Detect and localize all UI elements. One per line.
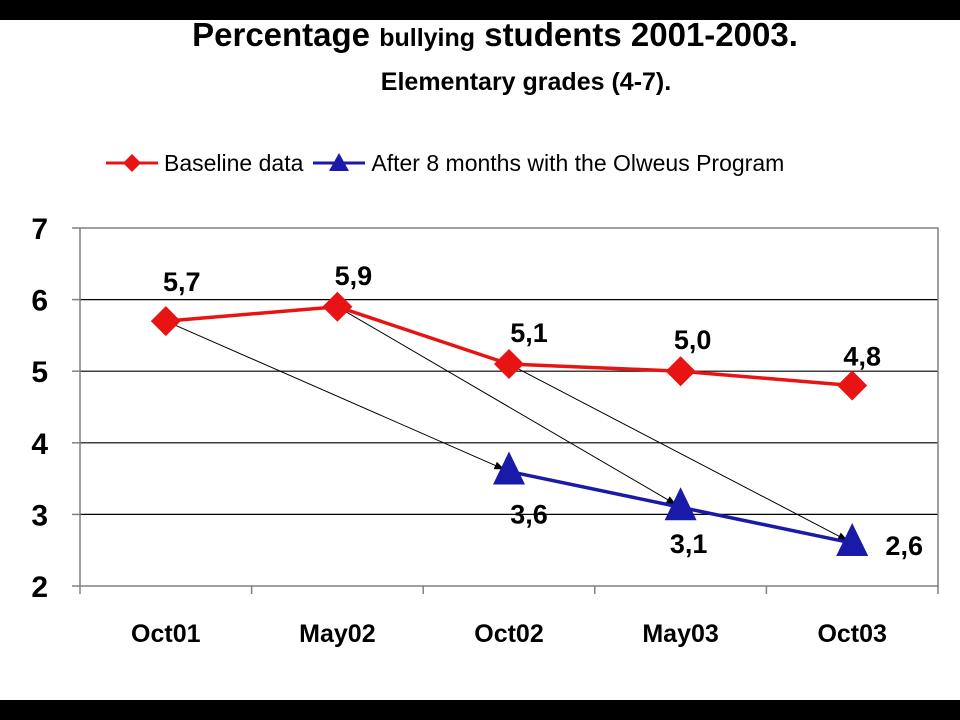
data-label: 5,9: [335, 261, 373, 291]
data-point-after: [836, 523, 869, 557]
data-label: 2,6: [885, 531, 923, 561]
data-point-after: [664, 487, 697, 521]
data-point-baseline: [665, 356, 696, 387]
data-label: 5,0: [674, 325, 712, 355]
series: [150, 291, 869, 557]
data-label: 3,1: [670, 529, 708, 559]
chart-subtitle: Elementary grades (4-7).: [380, 68, 672, 96]
chart-title: Percentage bullying students 2001-2003.: [0, 16, 960, 54]
data-label: 4,8: [843, 342, 881, 372]
data-point-baseline: [150, 306, 181, 337]
title-part-3: students 2001-2003.: [484, 16, 798, 53]
legend-label-after: After 8 months with the Olweus Program: [371, 149, 785, 176]
legend-baseline-marker-icon: [106, 154, 158, 172]
plot-area-border: [79, 227, 939, 587]
title-part-2: bullying: [379, 24, 476, 52]
x-tick-label: Oct01: [131, 620, 201, 648]
data-label: 3,6: [510, 499, 548, 529]
y-tick-label: 3: [31, 499, 48, 532]
x-tick-label: May03: [642, 620, 718, 648]
title-part-1: Percentage: [192, 16, 371, 53]
x-tick-label: Oct02: [474, 620, 543, 648]
data-point-baseline: [494, 349, 524, 380]
x-tick-label: Oct03: [817, 620, 886, 648]
data-point-baseline: [837, 370, 868, 401]
data-label: 5,7: [163, 267, 201, 297]
y-tick-label: 7: [31, 213, 48, 246]
data-labels: 5,7 5,9 5,1 5,0 4,8 3,6 3,1 2,6: [163, 261, 923, 561]
y-tick-label: 6: [31, 285, 48, 318]
legend-item-baseline: Baseline data: [104, 150, 303, 177]
legend-label-baseline: Baseline data: [164, 149, 304, 176]
data-label: 5,1: [510, 318, 548, 348]
top-black-bar: [0, 0, 960, 20]
y-tick-label: 2: [31, 571, 48, 604]
legend-item-after: After 8 months with the Olweus Program: [311, 150, 784, 177]
trend-arrow: [337, 306, 677, 505]
axes: 2 3 4 5 6 7 Oct01 May02 Oct02 May03 Oct03: [31, 213, 939, 648]
trend-arrow: [508, 363, 848, 541]
arrows: [165, 306, 848, 541]
trend-arrow: [165, 320, 505, 470]
legend-after-marker-icon: [313, 153, 366, 171]
y-tick-label: 5: [31, 356, 48, 389]
chart-legend: Baseline data After 8 months with the Ol…: [104, 148, 792, 178]
data-point-after: [493, 451, 525, 485]
y-tick-label: 4: [31, 428, 48, 461]
x-tick-label: May02: [299, 620, 375, 648]
bottom-black-bar: [0, 700, 960, 720]
data-point-baseline: [322, 291, 353, 322]
